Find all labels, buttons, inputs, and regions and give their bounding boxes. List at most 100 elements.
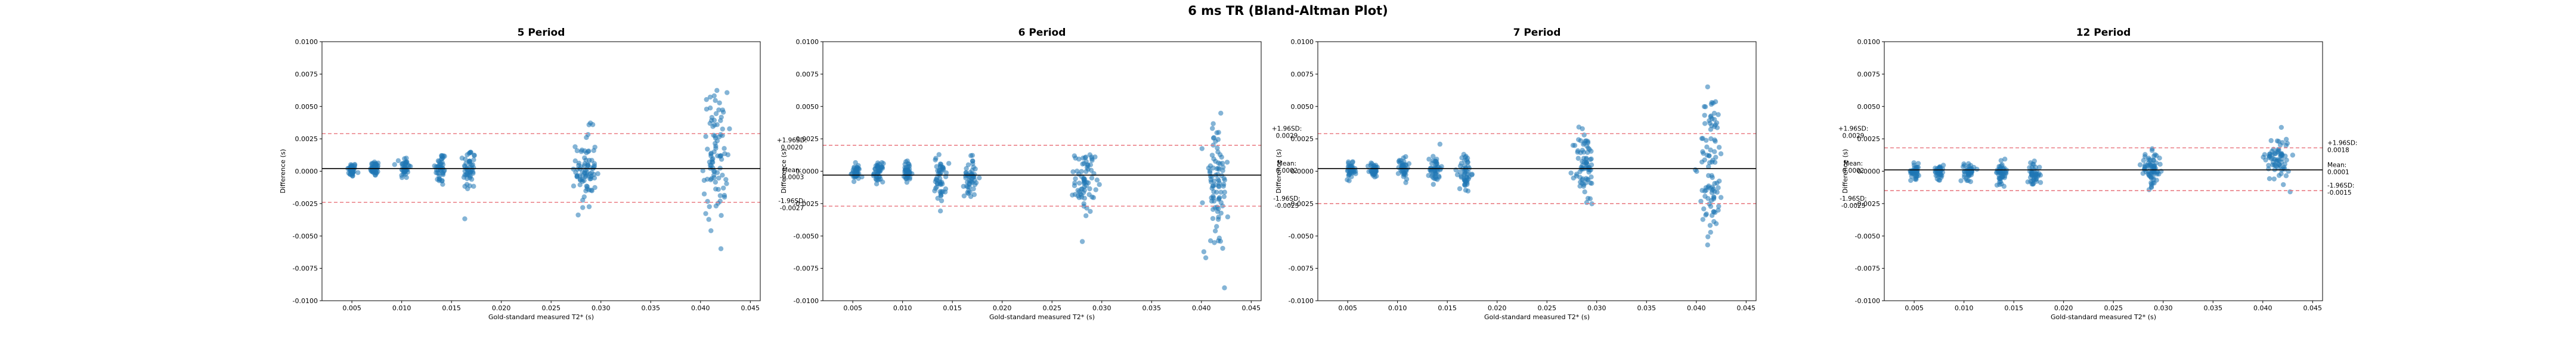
data-point [470, 170, 476, 176]
data-point [1092, 154, 1098, 160]
x-tick-label: 0.035 [1143, 304, 1162, 312]
loa-annotation: -0.0025 [1275, 202, 1299, 210]
data-point [1700, 217, 1705, 222]
data-point [1582, 189, 1587, 195]
data-point [441, 153, 446, 158]
y-tick-label: 0.0050 [295, 103, 318, 111]
data-point [711, 93, 717, 99]
loa-annotation: -1.96SD: [1273, 195, 1300, 202]
x-tick-label: 0.010 [1955, 304, 1974, 312]
data-point [1465, 160, 1470, 165]
data-point [1210, 126, 1215, 131]
loa-annotation: -0.0027 [780, 205, 804, 212]
data-point [2033, 174, 2039, 180]
data-point [904, 179, 910, 185]
data-point [712, 133, 718, 139]
data-point [1086, 192, 1092, 197]
data-point [709, 114, 715, 120]
data-point [937, 208, 943, 214]
data-point [571, 166, 576, 172]
data-point [1714, 189, 1720, 195]
data-point [402, 156, 407, 161]
data-point [707, 204, 712, 210]
data-point [713, 186, 719, 192]
panel-title: 6 Period [1018, 27, 1066, 39]
x-tick-label: 0.005 [1338, 304, 1357, 312]
data-point [1705, 242, 1710, 248]
data-point [1215, 208, 1220, 214]
data-point [1437, 141, 1443, 147]
data-point [1962, 172, 1967, 177]
x-tick-label: 0.045 [1242, 304, 1261, 312]
data-point [2281, 182, 2286, 188]
data-point [1080, 190, 1086, 195]
data-point [718, 246, 724, 251]
data-point [1711, 149, 1717, 154]
data-point [713, 111, 719, 117]
data-point [2277, 142, 2283, 148]
data-point [1426, 157, 1432, 162]
data-point [1091, 195, 1097, 201]
data-point [2278, 124, 2284, 130]
data-point [1705, 234, 1711, 239]
y-axis-label: Difference (s) [279, 149, 287, 194]
data-point [1716, 207, 1721, 213]
data-point [2283, 173, 2289, 179]
data-point [2154, 172, 2160, 177]
data-point [1435, 177, 1440, 182]
data-point [1711, 117, 1717, 122]
data-point [1702, 157, 1707, 163]
data-point [2279, 156, 2284, 162]
data-point [1704, 144, 1710, 150]
data-point [578, 164, 584, 170]
data-point [1094, 177, 1100, 183]
data-point [724, 90, 730, 95]
data-point [1581, 141, 1587, 146]
data-point [1584, 164, 1589, 170]
x-tick-label: 0.030 [592, 304, 611, 312]
data-point [1201, 249, 1207, 254]
data-point [1454, 172, 1460, 177]
data-point [718, 118, 723, 123]
data-point [727, 126, 732, 132]
data-point [432, 163, 437, 169]
data-point [1589, 201, 1594, 207]
data-point [715, 201, 721, 206]
data-point [708, 151, 714, 157]
data-point [1083, 158, 1089, 164]
loa-annotation: 0.0001 [2327, 169, 2349, 176]
data-point [1074, 169, 1080, 174]
x-tick-label: 0.010 [1388, 304, 1407, 312]
y-tick-label: 0.0050 [796, 103, 819, 111]
data-point [595, 171, 600, 176]
data-point [1466, 170, 1471, 175]
data-point [1457, 186, 1463, 192]
data-point [1577, 183, 1583, 189]
data-point [1093, 187, 1098, 192]
data-point [2146, 187, 2152, 192]
data-point [1713, 139, 1718, 144]
data-point [586, 204, 592, 210]
data-point [2033, 170, 2039, 176]
data-point [1575, 149, 1580, 155]
data-point [961, 193, 967, 199]
data-point [1915, 161, 1921, 166]
data-point [967, 184, 972, 190]
data-point [1222, 285, 1227, 291]
data-point [875, 163, 881, 169]
data-point [716, 107, 722, 113]
data-point [1580, 177, 1585, 183]
data-point [1711, 186, 1716, 192]
y-tick-label: -0.0075 [1855, 265, 1880, 273]
loa-annotation: 0.0020 [781, 144, 803, 151]
data-point [961, 183, 966, 189]
data-points [1345, 84, 1724, 248]
data-point [1088, 208, 1093, 214]
data-point [713, 98, 718, 103]
data-point [707, 94, 713, 100]
data-point [1215, 137, 1221, 142]
data-point [713, 145, 719, 151]
data-point [348, 172, 353, 177]
data-point [700, 168, 705, 173]
loa-annotation: +1.96SD: [777, 137, 807, 144]
